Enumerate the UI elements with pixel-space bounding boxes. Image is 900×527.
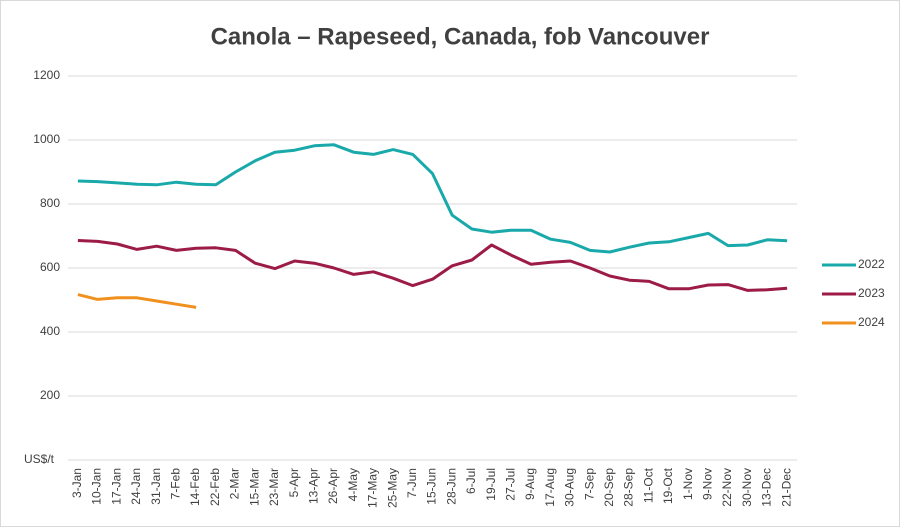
x-tick-label: 19-Oct <box>661 467 675 504</box>
y-tick-label: 600 <box>40 260 60 274</box>
x-tick-label: 17-Aug <box>543 468 557 507</box>
x-tick-label: 25-May <box>385 468 399 508</box>
series-line <box>77 239 788 292</box>
x-tick-label: 17-May <box>366 468 380 508</box>
x-tick-label: 13-Apr <box>306 468 320 504</box>
x-tick-label: 13-Dec <box>760 468 774 507</box>
x-tick-label: 28-Sep <box>622 468 636 507</box>
x-tick-label: 30-Aug <box>563 468 577 507</box>
x-tick-label: 30-Nov <box>740 468 754 507</box>
y-tick-label: 200 <box>40 388 60 402</box>
series-line <box>77 143 788 254</box>
x-tick-label: 6-Jul <box>464 468 478 494</box>
x-tick-label: 15-Mar <box>247 468 261 506</box>
x-tick-label: 9-Nov <box>701 468 715 500</box>
x-tick-label: 27-Jul <box>503 468 517 501</box>
x-tick-label: 22-Nov <box>720 468 734 507</box>
x-tick-label: 22-Feb <box>208 468 222 506</box>
x-tick-label: 26-Apr <box>326 468 340 504</box>
x-tick-label: 17-Jan <box>109 468 123 505</box>
legend-label: 2022 <box>858 257 885 271</box>
x-tick-label: 2-Mar <box>228 468 242 499</box>
y-tick-label: 1200 <box>33 68 60 82</box>
y-tick-label: 400 <box>40 324 60 338</box>
x-tick-label: 19-Jul <box>484 468 498 501</box>
y-tick-label: 1000 <box>33 132 60 146</box>
y-tick-label: 800 <box>40 196 60 210</box>
legend-label: 2024 <box>858 315 885 329</box>
x-tick-label: 7-Jun <box>405 468 419 498</box>
x-tick-label: 23-Mar <box>267 468 281 506</box>
x-tick-label: 7-Feb <box>169 468 183 500</box>
x-tick-label: 7-Sep <box>582 468 596 500</box>
x-tick-label: 14-Feb <box>188 468 202 506</box>
chart-title: Canola – Rapeseed, Canada, fob Vancouver <box>211 23 710 50</box>
x-tick-label: 21-Dec <box>779 468 793 507</box>
x-tick-label: 24-Jan <box>129 468 143 505</box>
x-tick-label: 20-Sep <box>602 468 616 507</box>
x-tick-label: 31-Jan <box>149 468 163 505</box>
x-tick-label: 10-Jan <box>90 468 104 505</box>
x-tick-label: 3-Jan <box>70 468 84 498</box>
x-tick-label: 4-May <box>346 468 360 501</box>
x-tick-label: 5-Apr <box>287 468 301 497</box>
x-tick-label: 11-Oct <box>641 467 655 503</box>
legend-label: 2023 <box>858 286 885 300</box>
series-line <box>77 293 197 309</box>
y-axis-label: US$/t <box>24 452 55 466</box>
x-tick-label: 1-Nov <box>681 468 695 500</box>
x-tick-label: 15-Jun <box>425 468 439 505</box>
x-tick-label: 28-Jun <box>444 468 458 505</box>
x-tick-label: 9-Aug <box>523 468 537 500</box>
